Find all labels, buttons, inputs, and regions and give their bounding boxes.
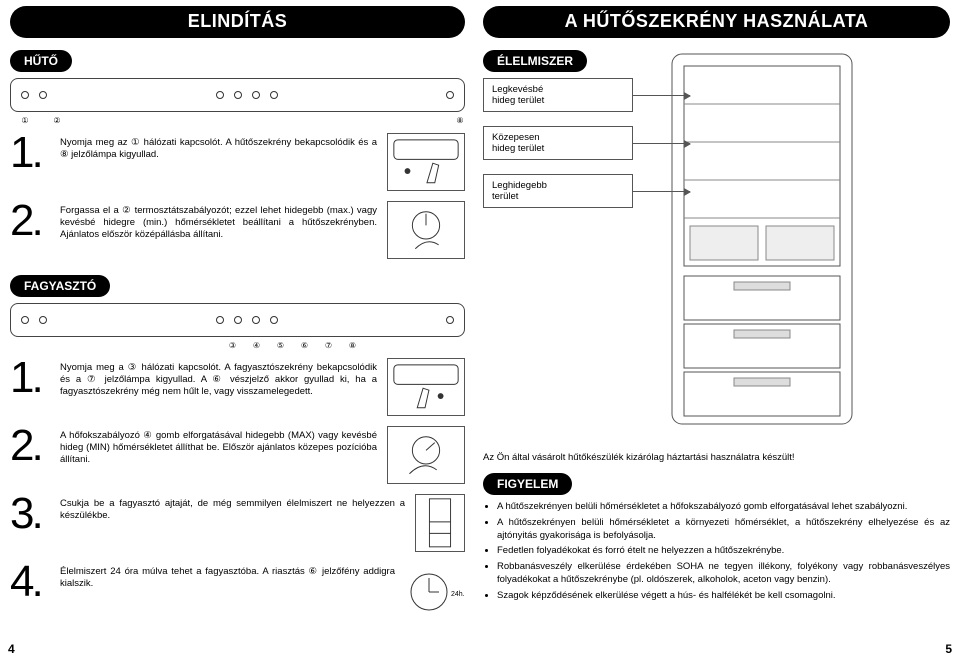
freezer-step-4: 4. Élelmiszert 24 óra múlva tehet a fagy… bbox=[10, 562, 465, 620]
left-banner: ELINDÍTÁS bbox=[10, 6, 465, 38]
control-strip-bottom bbox=[10, 303, 465, 337]
household-notice: Az Ön által vásárolt hűtőkészülék kizáró… bbox=[483, 452, 950, 463]
freezer-step-2: 2. A hőfokszabályozó ④ gomb elforgatásáv… bbox=[10, 426, 465, 484]
step-text: A hőfokszabályozó ④ gomb elforgatásával … bbox=[60, 426, 377, 466]
page-number-left: 4 bbox=[8, 642, 15, 656]
step-number: 2. bbox=[10, 426, 50, 466]
right-banner: A HŰTŐSZEKRÉNY HASZNÁLATA bbox=[483, 6, 950, 38]
arrow-icon bbox=[632, 191, 690, 192]
step-number: 4. bbox=[10, 562, 50, 602]
zone-label: Leghidegebb terület bbox=[492, 180, 547, 202]
fridge-step-2: 2. Forgassa el a ② termosztátszabályozót… bbox=[10, 201, 465, 259]
attention-item: Fedetlen folyadékokat és forró ételt ne … bbox=[497, 545, 950, 558]
step-illustration bbox=[387, 133, 465, 191]
food-tag: ÉLELMISZER bbox=[483, 50, 587, 72]
attention-item: Robbanásveszély elkerülése érdekében SOH… bbox=[497, 561, 950, 587]
freezer-section: FAGYASZTÓ ③ ④ ⑤ ⑥ ⑦ ⑧ 1. bbox=[10, 275, 465, 630]
strip-bottom-numbers: ③ ④ ⑤ ⑥ ⑦ ⑧ bbox=[120, 341, 465, 350]
attention-item: A hűtőszekrényen belüli hőmérsékletet a … bbox=[497, 517, 950, 543]
zone-box-coldest: Leghidegebb terület bbox=[483, 174, 633, 208]
fridge-section: HŰTŐ ① ② ⑧ 1. Nyomja meg az ① hálózati k… bbox=[10, 50, 465, 269]
arrow-icon bbox=[632, 95, 690, 96]
attention-item: A hűtőszekrényen belüli hőmérsékletet a … bbox=[497, 501, 950, 514]
zone-label: Közepesen hideg terület bbox=[492, 132, 544, 154]
freezer-step-1: 1. Nyomja meg a ③ hálózati kapcsolót. A … bbox=[10, 358, 465, 416]
step-illustration bbox=[387, 201, 465, 259]
step-number: 2. bbox=[10, 201, 50, 241]
svg-text:24h.: 24h. bbox=[451, 591, 465, 598]
page-number-right: 5 bbox=[945, 642, 952, 656]
attention-tag: FIGYELEM bbox=[483, 473, 572, 495]
zone-label: Legkevésbé hideg terület bbox=[492, 84, 544, 106]
control-strip-top bbox=[10, 78, 465, 112]
step-number: 1. bbox=[10, 133, 50, 173]
fridge-step-1: 1. Nyomja meg az ① hálózati kapcsolót. A… bbox=[10, 133, 465, 191]
fridge-illustration bbox=[647, 50, 877, 430]
attention-section: FIGYELEM A hűtőszekrényen belüli hőmérsé… bbox=[483, 473, 950, 606]
step-text: Nyomja meg az ① hálózati kapcsolót. A hű… bbox=[60, 133, 377, 161]
step-text: Nyomja meg a ③ hálózati kapcsolót. A fag… bbox=[60, 358, 377, 398]
attention-item: Szagok képződésének elkerülése végett a … bbox=[497, 590, 950, 603]
step-illustration bbox=[415, 494, 465, 552]
freezer-tag: FAGYASZTÓ bbox=[10, 275, 110, 297]
arrow-icon bbox=[632, 143, 690, 144]
step-illustration bbox=[387, 358, 465, 416]
step-number: 1. bbox=[10, 358, 50, 398]
fridge-tag: HŰTŐ bbox=[10, 50, 72, 72]
step-illustration bbox=[387, 426, 465, 484]
step-text: Élelmiszert 24 óra múlva tehet a fagyasz… bbox=[60, 562, 395, 590]
freezer-step-3: 3. Csukja be a fagyasztó ajtaját, de még… bbox=[10, 494, 465, 552]
step-number: 3. bbox=[10, 494, 50, 534]
strip-top-numbers: ① ② ⑧ bbox=[20, 116, 465, 125]
step-text: Forgassa el a ② termosztátszabályozót; e… bbox=[60, 201, 377, 241]
step-illustration: 24h. bbox=[405, 562, 465, 620]
zone-box-low: Legkevésbé hideg terület bbox=[483, 78, 633, 112]
step-text: Csukja be a fagyasztó ajtaját, de még se… bbox=[60, 494, 405, 522]
zone-box-mid: Közepesen hideg terület bbox=[483, 126, 633, 160]
